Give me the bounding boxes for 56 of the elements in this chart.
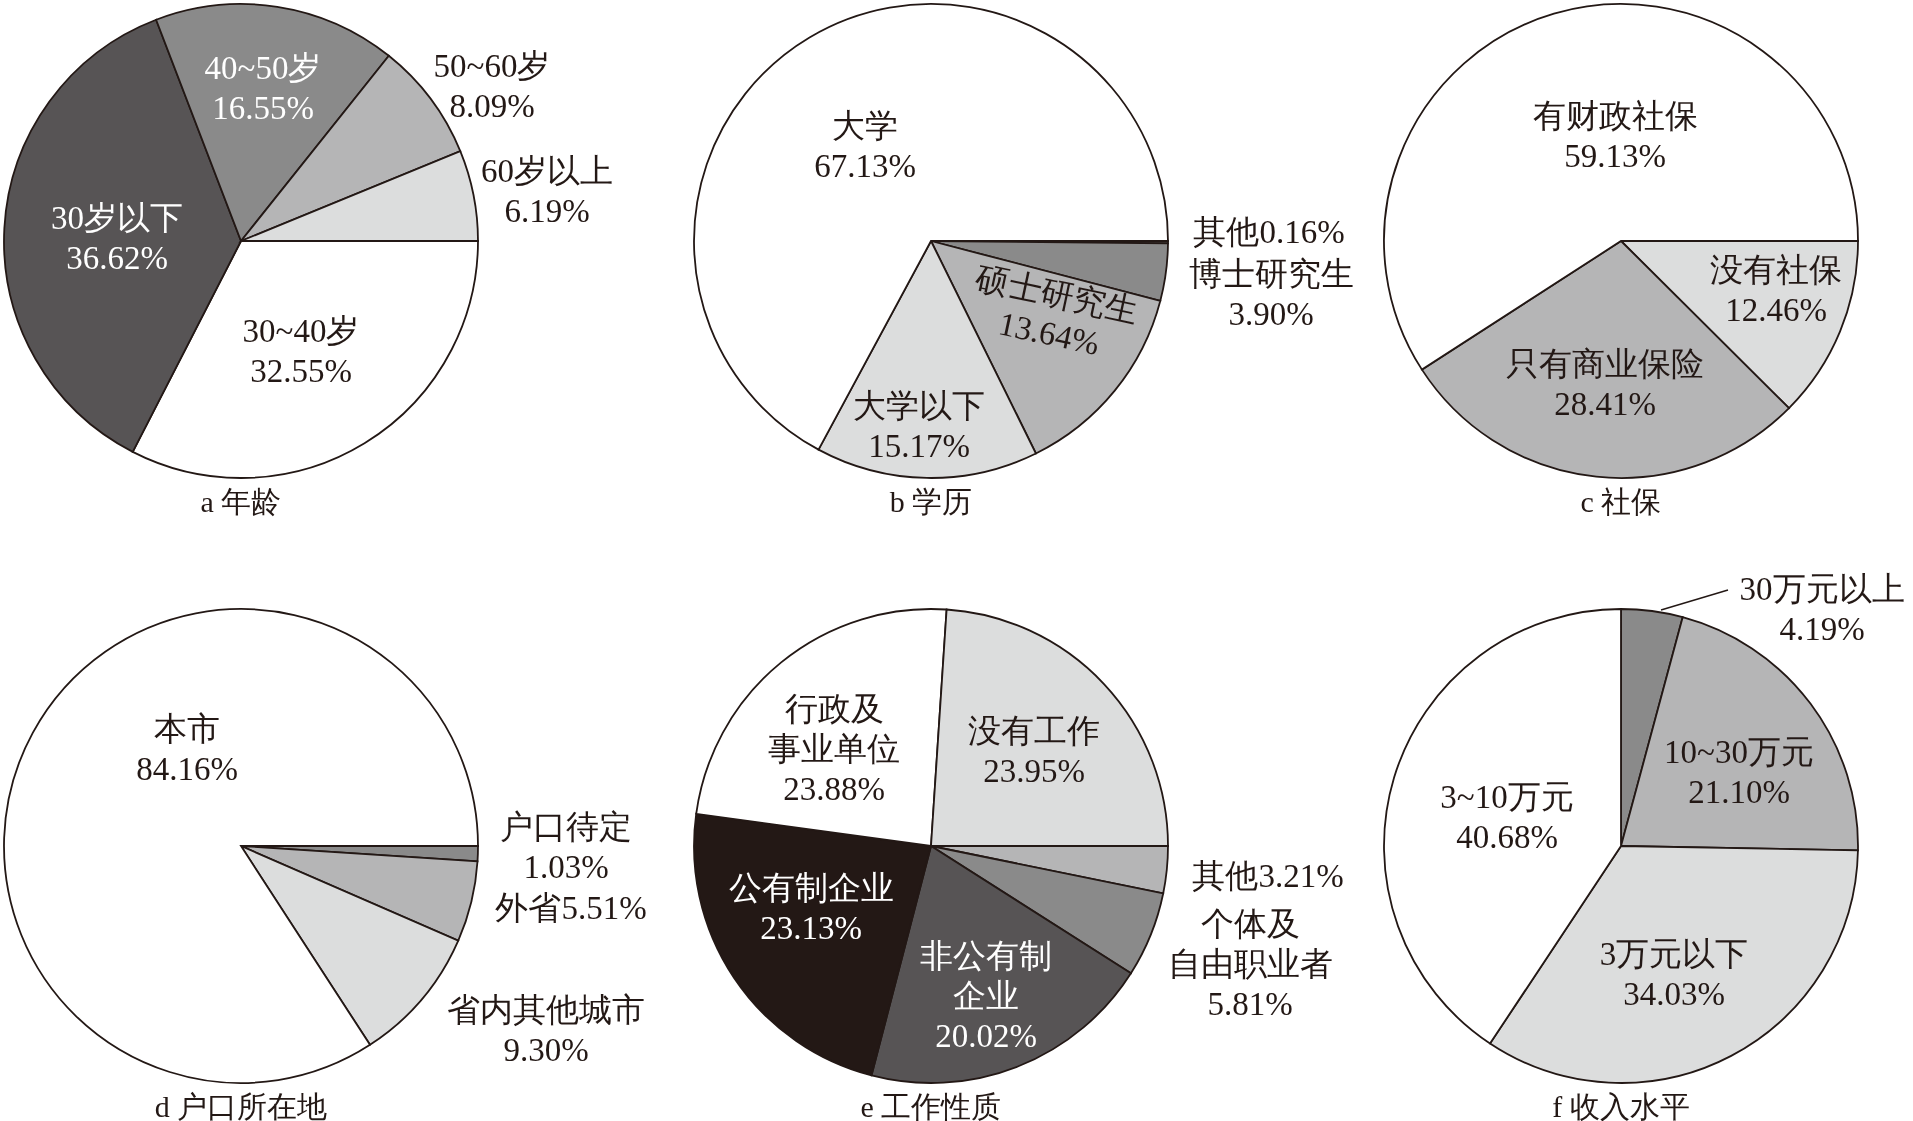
data-label: 16.55%: [212, 90, 314, 126]
slice-label: 省内其他城市: [447, 992, 645, 1028]
slice-label: 50~60岁: [433, 48, 551, 84]
data-label: 5.81%: [1207, 986, 1293, 1022]
text: d 户口所在地: [154, 1090, 328, 1121]
data-label: 34.03%: [1623, 976, 1725, 1012]
data-label: 12.46%: [1725, 292, 1827, 328]
slice-label: 其他3.21%: [1192, 858, 1344, 894]
data-label: 84.16%: [136, 751, 238, 787]
slice-label: 个体及自由职业者: [1167, 906, 1333, 982]
slice-label: 非公有制企业: [920, 938, 1052, 1014]
slice-label: 本市: [154, 711, 220, 747]
slice-label: 30万元以上: [1739, 571, 1905, 607]
data-label: 1.03%: [523, 849, 609, 885]
slice-label: 30~40岁: [242, 313, 360, 349]
slice-label: 30岁以下: [51, 200, 183, 236]
data-label: 23.13%: [760, 910, 862, 946]
slice-label: 40~50岁: [204, 50, 322, 86]
data-label: 59.13%: [1564, 138, 1666, 174]
slice-label: 没有工作: [968, 713, 1100, 749]
slice-label: 其他0.16%: [1193, 214, 1345, 250]
data-label: 36.62%: [66, 240, 168, 276]
slice-label: 公有制企业: [728, 870, 894, 906]
slice-label: 外省5.51%: [495, 890, 647, 926]
data-label: 32.55%: [250, 353, 352, 389]
data-label: 9.30%: [503, 1032, 589, 1068]
text: a 年龄: [200, 485, 282, 518]
data-label: 6.19%: [504, 193, 590, 229]
data-label: 67.13%: [814, 148, 916, 184]
slice-label: 博士研究生: [1188, 256, 1354, 292]
slice-label: 10~30万元: [1664, 734, 1814, 770]
data-label: 3.90%: [1228, 296, 1314, 332]
slice-label: 只有商业保险: [1506, 346, 1704, 382]
slice-label: 没有社保: [1710, 252, 1842, 288]
slice-label: 3~10万元: [1440, 779, 1574, 815]
slice-label: 3万元以下: [1599, 936, 1749, 972]
slice-label: 行政及事业单位: [768, 691, 900, 767]
data-label: 20.02%: [935, 1018, 1037, 1054]
text: e 工作性质: [860, 1090, 1002, 1121]
slice-label: 有财政社保: [1532, 98, 1698, 134]
data-label: 28.41%: [1554, 386, 1656, 422]
pie-slice: [3, 608, 479, 1084]
data-label: 23.88%: [783, 771, 885, 807]
slice-label: 户口待定: [500, 809, 632, 845]
data-label: 15.17%: [868, 428, 970, 464]
data-label: 21.10%: [1688, 774, 1790, 810]
slice-label: 大学: [832, 108, 898, 144]
slice-label: 大学以下: [853, 388, 985, 424]
text: c 社保: [1580, 485, 1662, 518]
data-label: 8.09%: [449, 88, 535, 124]
text: f 收入水平: [1552, 1090, 1690, 1121]
data-label: 40.68%: [1456, 819, 1558, 855]
text: b 学历: [889, 485, 973, 518]
data-label: 23.95%: [983, 753, 1085, 789]
data-label: 4.19%: [1779, 611, 1865, 647]
slice-label: 60岁以上: [481, 153, 613, 189]
